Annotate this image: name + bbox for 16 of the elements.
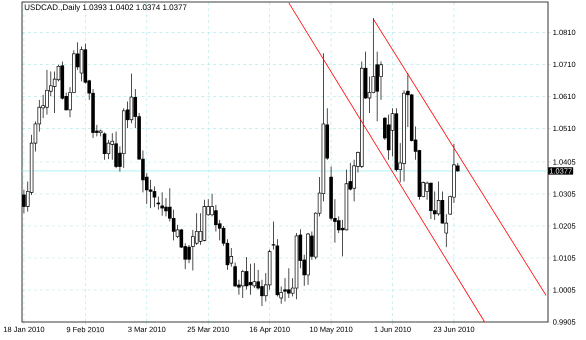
chart-title: USDCAD.,Daily 1.0393 1.0402 1.0374 1.0377 — [24, 4, 187, 12]
candlestick — [283, 278, 287, 302]
candlestick — [194, 212, 198, 246]
candlestick — [148, 180, 152, 208]
candlestick — [191, 229, 195, 271]
candlestick — [160, 192, 164, 216]
candlestick — [287, 268, 291, 298]
candlestick — [240, 269, 245, 298]
candlestick — [80, 46, 84, 82]
candlestick — [248, 263, 252, 296]
candlestick — [114, 131, 118, 168]
candlestick — [45, 69, 49, 115]
candlestick — [172, 209, 176, 241]
candlestick — [130, 73, 134, 124]
candlestick — [102, 132, 106, 160]
candlestick — [379, 61, 383, 100]
